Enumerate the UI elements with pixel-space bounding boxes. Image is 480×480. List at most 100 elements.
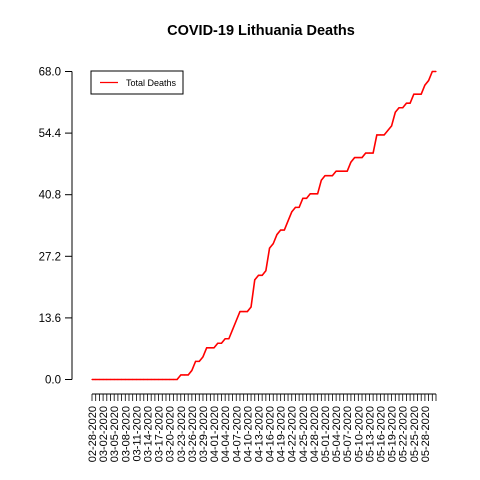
data-point (357, 156, 359, 159)
data-point (405, 102, 408, 104)
legend-label-total-deaths: Total Deaths (126, 78, 177, 88)
data-point (361, 156, 363, 159)
data-point (117, 378, 119, 381)
x-tick-label: 04-28-2020 (309, 406, 321, 462)
data-point (365, 152, 367, 154)
data-point (324, 175, 326, 177)
x-tick-label: 03-02-2020 (98, 406, 110, 462)
x-tick-label: 05-28-2020 (420, 406, 432, 462)
data-point (217, 342, 219, 344)
x-tick-label: 04-19-2020 (276, 406, 288, 462)
data-point (102, 378, 104, 381)
data-point (313, 193, 315, 195)
data-point (320, 179, 322, 181)
data-point (413, 93, 415, 95)
x-tick-label: 05-25-2020 (409, 406, 421, 462)
x-tick-label: 04-01-2020 (209, 406, 221, 462)
data-point (183, 374, 186, 376)
data-point (350, 161, 352, 163)
y-tick-label: 27.2 (39, 251, 61, 263)
data-point (213, 347, 215, 349)
data-point (387, 129, 389, 131)
data-point (235, 320, 237, 322)
x-tick-label: 04-22-2020 (287, 406, 299, 462)
x-tick-label: 03-08-2020 (120, 406, 132, 462)
data-point (161, 378, 163, 381)
x-tick-label: 03-26-2020 (187, 406, 199, 462)
data-point (169, 378, 171, 381)
data-point (198, 360, 200, 362)
data-point (428, 79, 430, 82)
data-point (287, 220, 289, 222)
x-tick-label: 05-01-2020 (320, 406, 332, 462)
y-tick-label: 40.8 (39, 190, 61, 202)
data-point (280, 229, 282, 231)
data-point (209, 347, 211, 349)
x-tick-label: 05-19-2020 (387, 406, 399, 462)
data-point (91, 378, 93, 381)
data-point (95, 378, 97, 381)
data-point (120, 378, 123, 381)
x-tick-label: 04-10-2020 (242, 406, 254, 462)
data-point (272, 243, 274, 245)
x-tick-label: 03-11-2020 (131, 406, 143, 461)
y-tick-label: 0.0 (45, 375, 61, 387)
series-line-total-deaths (92, 70, 436, 381)
x-tick-label: 03-05-2020 (109, 406, 121, 462)
plot-area (91, 70, 437, 381)
data-point (431, 70, 433, 73)
data-point (294, 206, 297, 208)
data-point (379, 134, 382, 136)
data-point (302, 197, 304, 199)
data-point (254, 279, 256, 281)
data-point (265, 270, 267, 272)
data-point (98, 378, 100, 381)
data-point (339, 170, 341, 172)
data-point (317, 193, 319, 195)
x-tick-label: 03-29-2020 (198, 406, 210, 462)
y-tick-label: 13.6 (39, 313, 61, 325)
data-point (202, 356, 204, 358)
data-point (176, 378, 178, 381)
data-point (243, 310, 245, 313)
data-point (402, 107, 404, 109)
data-point (187, 374, 189, 376)
data-point (139, 378, 141, 381)
legend: Total Deaths (90, 70, 184, 95)
data-point (291, 211, 293, 213)
data-point (331, 175, 334, 177)
data-point (135, 378, 137, 381)
x-tick-label: 05-07-2020 (342, 406, 354, 462)
data-point (143, 378, 145, 381)
data-point (383, 134, 385, 136)
data-point (261, 274, 263, 276)
data-point (231, 329, 234, 331)
x-tick-label: 04-16-2020 (265, 406, 277, 462)
data-point (191, 369, 193, 372)
data-point (394, 111, 396, 113)
data-point (342, 170, 345, 172)
data-point (109, 378, 112, 381)
y-tick-label: 54.4 (39, 128, 62, 140)
y-tick-label: 68.0 (39, 67, 61, 79)
data-point (228, 338, 230, 340)
x-tick-label: 03-17-2020 (154, 406, 166, 462)
data-point (206, 347, 208, 349)
data-point (224, 338, 226, 340)
x-tick-label: 03-20-2020 (165, 406, 177, 462)
data-point (309, 193, 311, 195)
x-tick-label: 05-22-2020 (398, 406, 410, 462)
x-tick-label: 05-16-2020 (376, 406, 388, 462)
data-point (416, 93, 419, 95)
data-point (157, 378, 160, 381)
data-point (250, 306, 252, 308)
data-point (346, 170, 348, 172)
x-axis: 02-28-2020 03-02-2020 03-05-2020 03-08-2020… (87, 393, 437, 462)
data-point (276, 233, 278, 236)
chart-title: COVID-19 Lithuania Deaths (167, 23, 355, 39)
legend-box (90, 70, 184, 95)
data-point (376, 134, 378, 136)
x-tick-label: 04-07-2020 (231, 406, 243, 462)
data-point (283, 229, 285, 231)
